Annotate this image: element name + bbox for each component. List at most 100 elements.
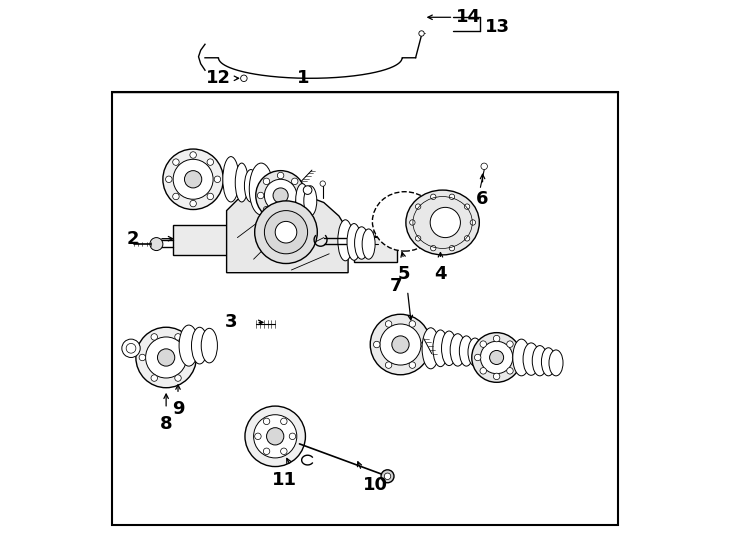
- Ellipse shape: [355, 227, 368, 259]
- Circle shape: [175, 334, 181, 340]
- Circle shape: [490, 350, 504, 365]
- Ellipse shape: [362, 229, 375, 259]
- Circle shape: [374, 341, 380, 348]
- Circle shape: [409, 362, 415, 368]
- Circle shape: [430, 207, 460, 238]
- Ellipse shape: [532, 346, 548, 376]
- Ellipse shape: [179, 325, 198, 366]
- Circle shape: [139, 354, 145, 361]
- Circle shape: [380, 324, 421, 365]
- Circle shape: [264, 418, 270, 424]
- Circle shape: [122, 339, 140, 357]
- Circle shape: [166, 176, 172, 183]
- Text: 7: 7: [390, 277, 402, 295]
- Circle shape: [370, 314, 431, 375]
- Circle shape: [172, 159, 179, 165]
- Circle shape: [266, 428, 284, 445]
- Text: 9: 9: [172, 400, 184, 417]
- Ellipse shape: [468, 338, 482, 366]
- Ellipse shape: [523, 343, 539, 375]
- Circle shape: [410, 220, 415, 225]
- Circle shape: [214, 176, 221, 183]
- Ellipse shape: [476, 340, 490, 367]
- Circle shape: [275, 221, 297, 243]
- Circle shape: [415, 204, 421, 210]
- Circle shape: [173, 159, 213, 199]
- Ellipse shape: [459, 336, 473, 366]
- Ellipse shape: [192, 327, 208, 364]
- Circle shape: [255, 433, 261, 440]
- Circle shape: [175, 375, 181, 381]
- Text: 4: 4: [435, 265, 447, 282]
- Circle shape: [151, 375, 158, 381]
- Circle shape: [409, 321, 415, 327]
- Circle shape: [320, 181, 325, 186]
- Circle shape: [158, 349, 175, 366]
- Circle shape: [506, 368, 513, 374]
- Text: 11: 11: [272, 471, 297, 489]
- Ellipse shape: [450, 334, 465, 366]
- Ellipse shape: [296, 184, 309, 216]
- Circle shape: [449, 194, 454, 199]
- Circle shape: [415, 235, 421, 241]
- Ellipse shape: [347, 224, 361, 260]
- Text: 3: 3: [225, 313, 237, 332]
- Ellipse shape: [264, 175, 277, 210]
- Circle shape: [431, 246, 436, 251]
- Ellipse shape: [201, 328, 217, 363]
- Circle shape: [163, 149, 223, 210]
- Circle shape: [264, 206, 269, 213]
- Circle shape: [480, 341, 513, 374]
- Circle shape: [472, 333, 521, 382]
- Ellipse shape: [433, 330, 448, 367]
- Ellipse shape: [223, 157, 239, 202]
- Circle shape: [264, 448, 270, 455]
- Circle shape: [151, 334, 158, 340]
- Text: 10: 10: [363, 476, 388, 494]
- Circle shape: [480, 341, 487, 347]
- Circle shape: [385, 362, 392, 368]
- Text: 2: 2: [127, 230, 139, 248]
- Ellipse shape: [304, 186, 317, 216]
- Circle shape: [385, 473, 390, 480]
- Circle shape: [273, 188, 288, 203]
- Circle shape: [381, 470, 394, 483]
- Circle shape: [258, 192, 264, 199]
- Ellipse shape: [250, 163, 273, 215]
- Ellipse shape: [542, 348, 556, 376]
- Ellipse shape: [235, 163, 248, 202]
- Circle shape: [277, 212, 284, 219]
- Bar: [112, 92, 618, 525]
- Circle shape: [136, 327, 197, 388]
- Ellipse shape: [338, 220, 353, 261]
- Circle shape: [207, 159, 214, 165]
- Circle shape: [512, 354, 519, 361]
- Circle shape: [431, 194, 436, 199]
- Circle shape: [421, 341, 427, 348]
- Circle shape: [465, 204, 470, 210]
- Circle shape: [264, 178, 269, 185]
- Circle shape: [297, 192, 304, 199]
- Text: 5: 5: [398, 265, 410, 282]
- Text: 13: 13: [484, 18, 509, 36]
- Circle shape: [255, 171, 305, 220]
- Text: 8: 8: [160, 415, 172, 433]
- Bar: [172, 225, 231, 255]
- Ellipse shape: [442, 331, 457, 366]
- Circle shape: [506, 341, 513, 347]
- Circle shape: [207, 193, 214, 200]
- Bar: [354, 236, 396, 262]
- Circle shape: [190, 152, 197, 158]
- Text: 1: 1: [297, 69, 309, 87]
- Text: 6: 6: [476, 190, 489, 208]
- Circle shape: [419, 31, 424, 36]
- Ellipse shape: [406, 190, 479, 255]
- Circle shape: [493, 373, 500, 380]
- Circle shape: [277, 172, 284, 179]
- Ellipse shape: [372, 192, 437, 251]
- Text: 12: 12: [206, 69, 231, 87]
- Circle shape: [241, 75, 247, 82]
- Ellipse shape: [422, 328, 440, 369]
- Circle shape: [481, 163, 487, 170]
- Circle shape: [245, 406, 305, 467]
